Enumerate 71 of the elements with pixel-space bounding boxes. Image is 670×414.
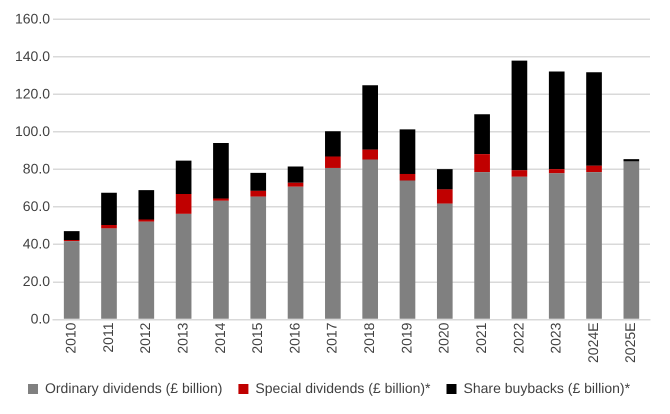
bar: [250, 172, 266, 191]
bar: [213, 143, 229, 199]
y-tick-label: 100.0: [14, 122, 50, 139]
bar: [512, 60, 528, 170]
x-tick-label: 2013: [174, 322, 190, 354]
y-tick-label: 40.0: [22, 235, 50, 252]
bar: [362, 150, 378, 160]
x-tick-label: 2017: [324, 322, 340, 354]
x-tick-label: 2019: [398, 322, 414, 354]
bar: [101, 228, 117, 319]
legend-label: Share buybacks (£ billion)*: [464, 380, 631, 396]
bar: [362, 85, 378, 150]
bar: [288, 166, 304, 183]
bar: [474, 172, 490, 319]
y-tick-label: 0.0: [30, 310, 50, 326]
y-tick-label: 20.0: [22, 272, 50, 289]
bar: [176, 214, 192, 319]
bar: [548, 72, 565, 170]
bar: [474, 114, 490, 154]
bar: [400, 174, 416, 181]
bar: [288, 186, 304, 319]
bar: [548, 173, 565, 319]
bar: [176, 160, 192, 194]
y-tick-label: 60.0: [22, 198, 50, 214]
y-tick-label: 140.0: [14, 48, 50, 64]
x-tick-label: 2015: [249, 322, 266, 354]
bar: [101, 224, 117, 228]
bar: [586, 172, 602, 319]
bar: [474, 154, 490, 172]
bar: [138, 190, 154, 220]
bar: [436, 169, 453, 190]
bar: [624, 161, 640, 319]
bar: [400, 129, 416, 174]
bar: [362, 160, 378, 319]
x-tick-label: 2025E: [622, 322, 638, 363]
x-tick-label: 2016: [286, 322, 302, 354]
bar: [436, 189, 453, 204]
bar: [400, 180, 416, 319]
bar: [325, 168, 341, 319]
x-tick-label: 2012: [137, 322, 154, 354]
bar: [436, 204, 453, 319]
bar: [586, 72, 602, 166]
x-tick-label: 2024E: [584, 322, 601, 363]
legend-label: Ordinary dividends (£ billion): [45, 380, 222, 396]
bar: [64, 241, 80, 319]
x-tick-label: 2010: [62, 322, 79, 354]
bar: [288, 182, 304, 187]
bar: [586, 166, 602, 172]
bar: [64, 231, 80, 240]
x-tick-label: 2018: [361, 322, 378, 354]
y-tick-label: 120.0: [14, 85, 50, 102]
x-tick-label: 2022: [510, 322, 526, 354]
y-tick-label: 160.0: [14, 10, 50, 26]
x-tick-label: 2023: [548, 322, 564, 354]
bar: [512, 176, 528, 319]
bar: [250, 190, 266, 197]
x-tick-label: 2011: [100, 322, 116, 353]
bar: [176, 194, 192, 214]
legend-label: Special dividends (£ billion)*: [255, 380, 432, 396]
bar: [138, 222, 154, 319]
bar: [213, 200, 229, 319]
x-tick-label: 2014: [212, 322, 228, 354]
bar: [325, 131, 341, 157]
x-tick-label: 2020: [436, 322, 452, 354]
x-tick-label: 2021: [472, 322, 489, 354]
bar: [512, 170, 528, 177]
y-tick-label: 80.0: [22, 160, 50, 176]
bar: [250, 196, 266, 319]
bar: [548, 169, 565, 174]
bar: [325, 156, 341, 168]
bar: [101, 192, 117, 225]
